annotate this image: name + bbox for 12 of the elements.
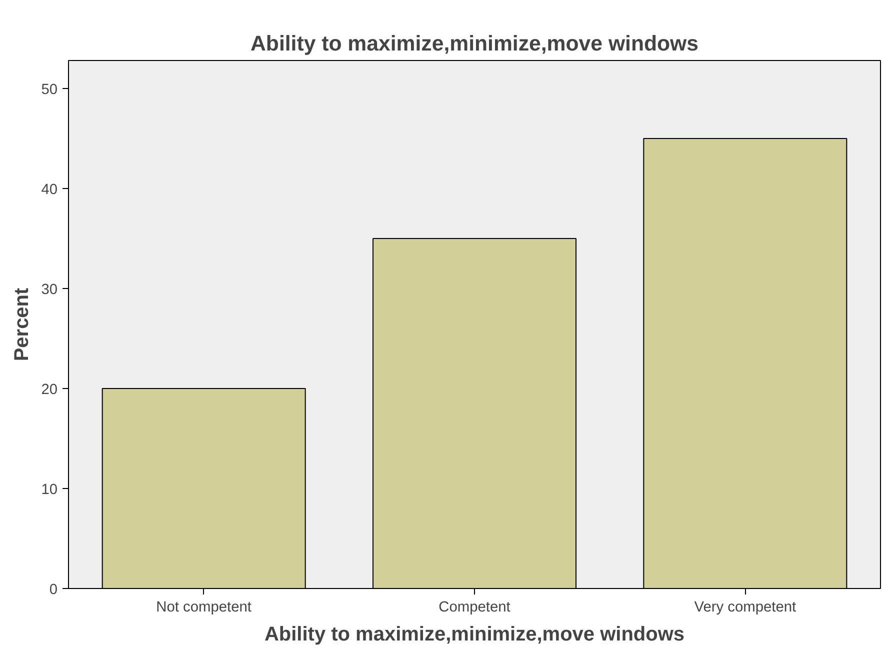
x-tick-label: Very competent xyxy=(694,600,796,616)
x-tick-label: Competent xyxy=(438,600,510,616)
x-axis-title: Ability to maximize,minimize,move windows xyxy=(264,624,685,646)
x-tick-label: Not competent xyxy=(156,600,252,616)
y-tick-label: 10 xyxy=(41,482,58,498)
y-tick-label: 50 xyxy=(41,82,58,98)
y-axis-title: Percent xyxy=(11,287,34,362)
y-tick-label: 20 xyxy=(41,382,58,398)
y-tick-label: 40 xyxy=(41,182,58,198)
chart-title: Ability to maximize,minimize,move windows xyxy=(250,32,699,56)
y-tick-label: 30 xyxy=(41,282,58,298)
y-tick-label: 0 xyxy=(49,582,58,598)
